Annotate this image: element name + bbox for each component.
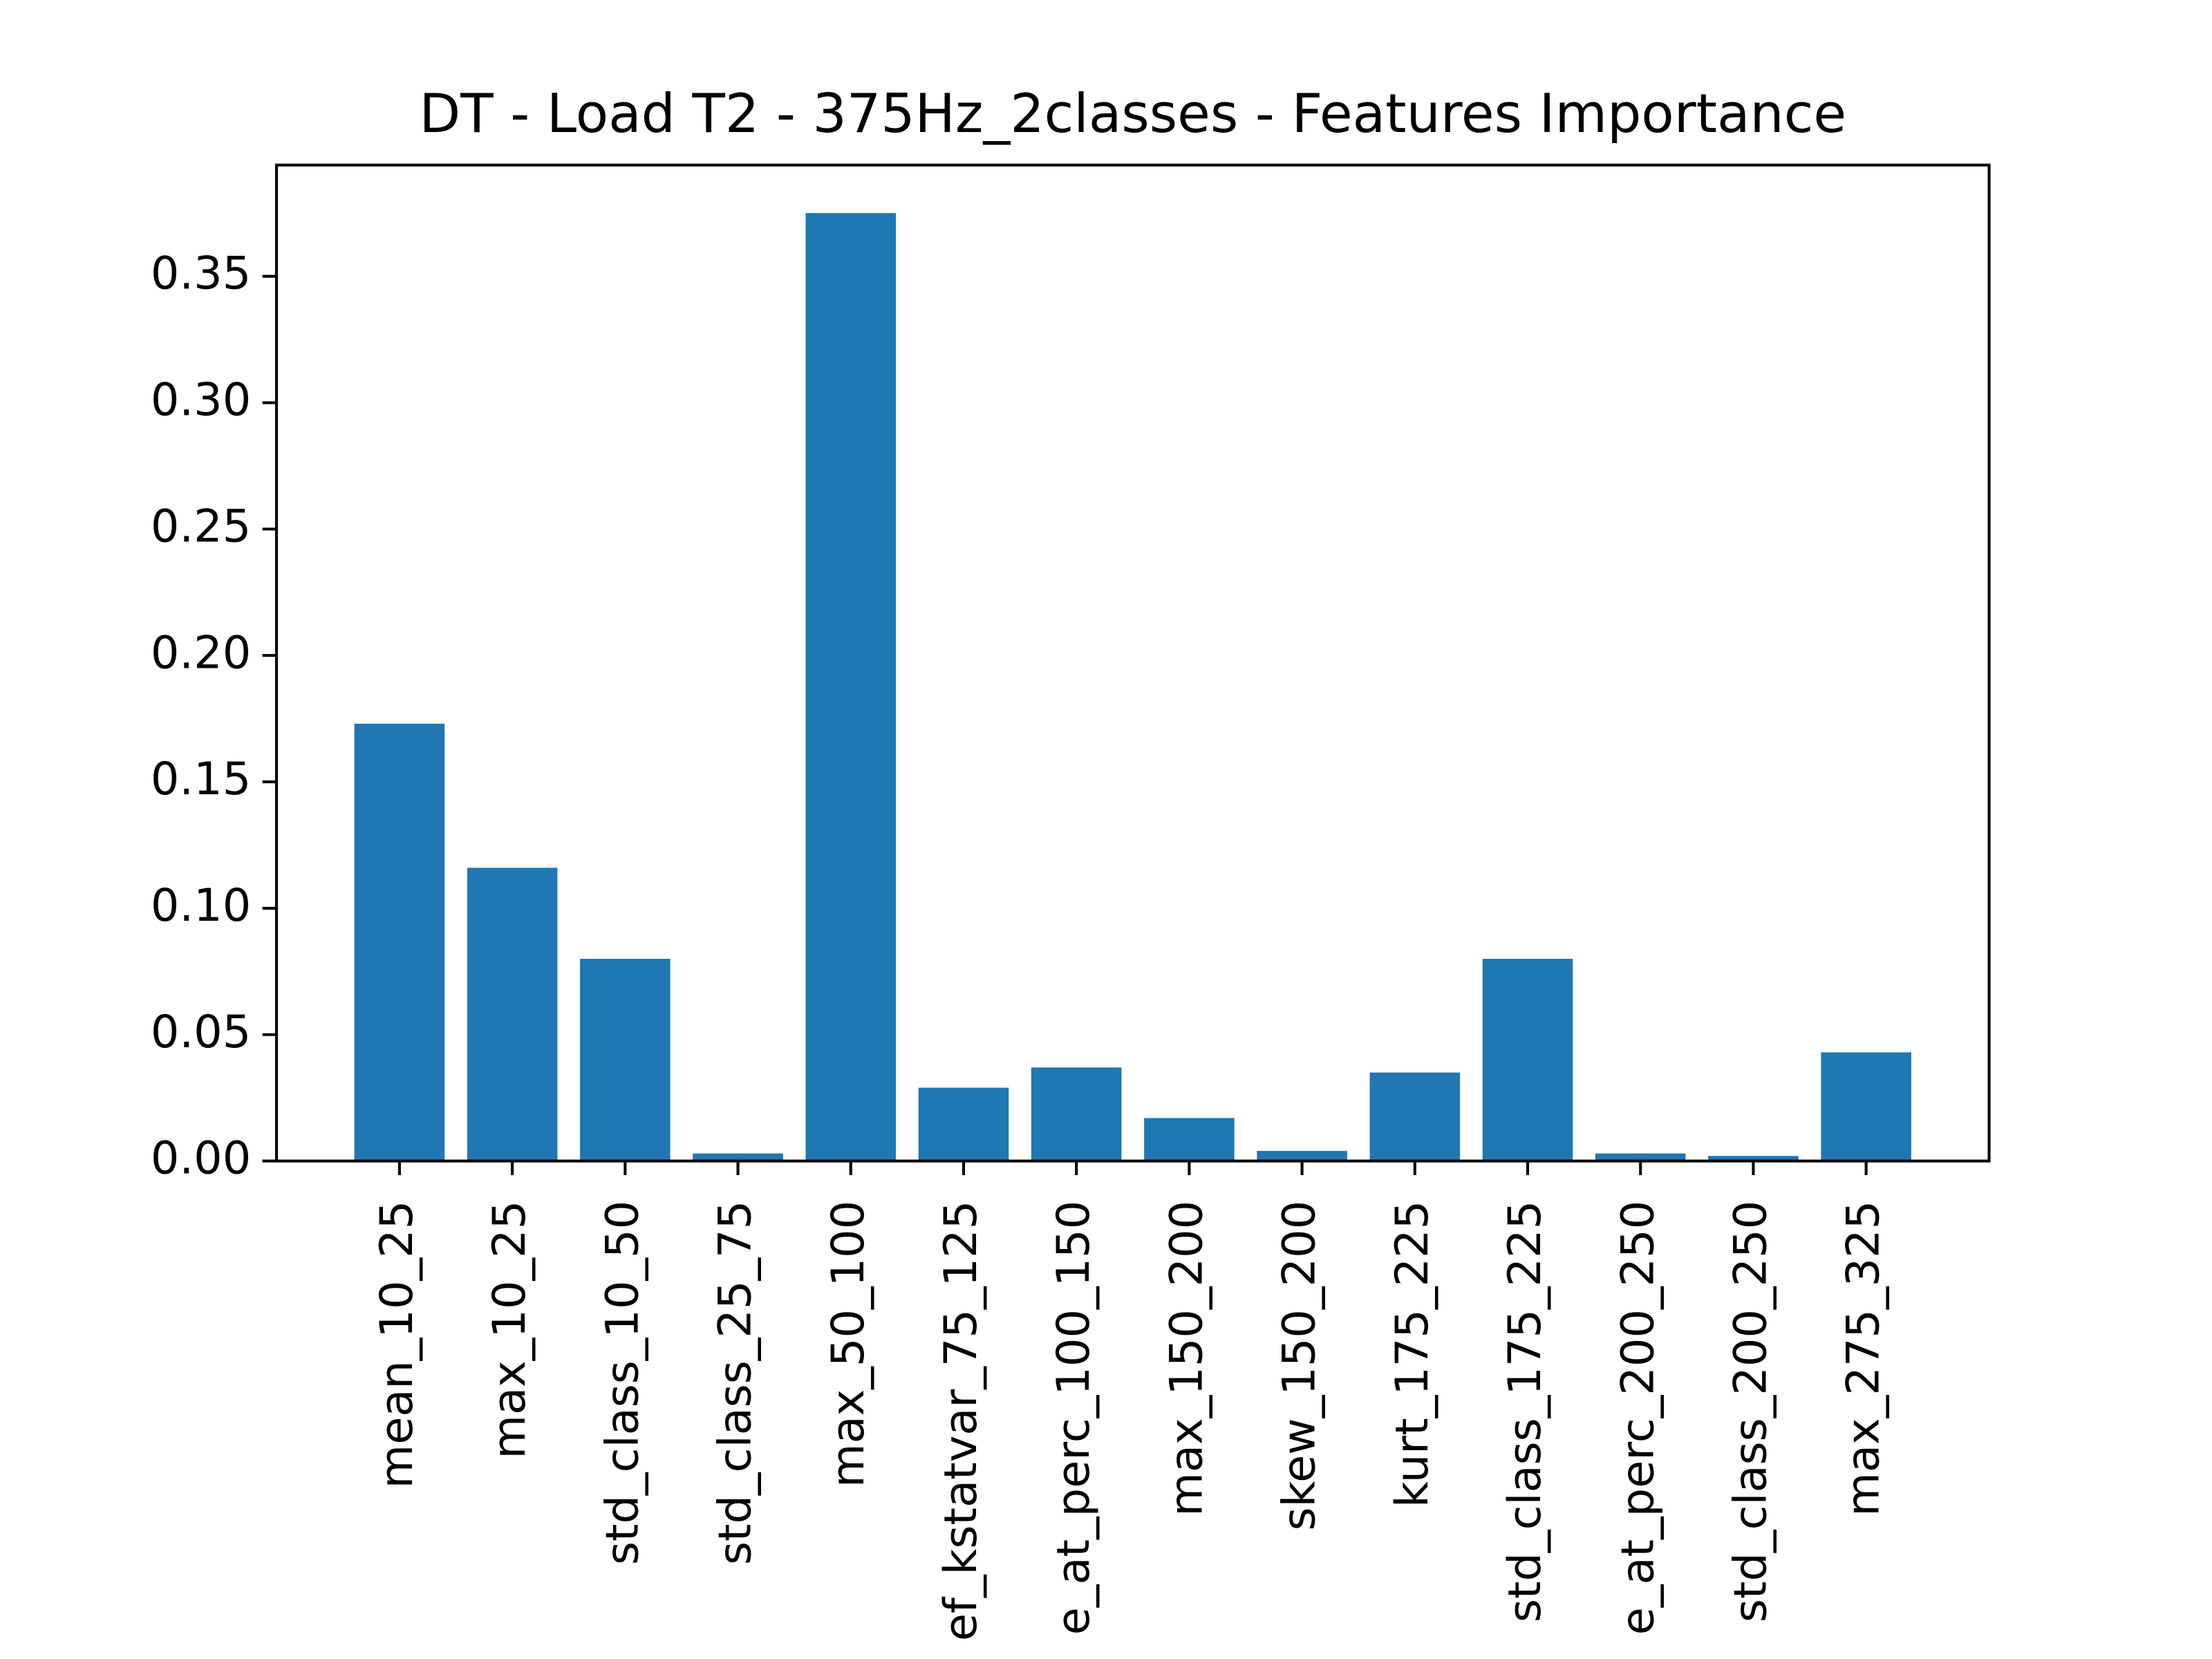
x-tick-label: std_class_175_225: [1499, 1201, 1551, 1622]
bar: [1031, 1067, 1122, 1161]
y-tick-label: 0.10: [151, 879, 251, 932]
bar: [1257, 1150, 1347, 1161]
y-tick-label: 0.25: [151, 500, 251, 552]
y-tick-label: 0.15: [151, 753, 251, 805]
x-tick-label: e_at_perc_200_250: [1611, 1201, 1664, 1635]
x-tick-label: ef_kstatvar_75_125: [935, 1201, 987, 1641]
y-tick-label: 0.35: [151, 247, 251, 300]
bar: [693, 1153, 783, 1161]
bar: [1482, 959, 1573, 1161]
bar: [1144, 1118, 1235, 1161]
y-tick-label: 0.05: [151, 1006, 251, 1058]
x-tick-label: skew_150_200: [1273, 1201, 1326, 1531]
x-tick-label: std_class_10_50: [596, 1201, 648, 1565]
x-tick-label: std_class_25_75: [709, 1201, 762, 1565]
bar: [580, 959, 671, 1161]
x-tick-label: std_class_200_250: [1725, 1201, 1777, 1622]
bar: [1369, 1072, 1461, 1161]
axes-frame: [274, 163, 1991, 1163]
bar: [805, 213, 897, 1161]
y-tick-label: 0.30: [151, 374, 251, 427]
bar: [354, 723, 445, 1161]
x-tick-label: max_50_100: [822, 1201, 874, 1488]
y-tick-label: 0.20: [151, 626, 251, 679]
y-tick-label: 0.00: [151, 1132, 251, 1185]
x-tick-label: mean_10_25: [371, 1201, 423, 1489]
bar: [1595, 1153, 1686, 1161]
bar: [467, 868, 558, 1161]
bar: [918, 1087, 1009, 1161]
bar: [1708, 1156, 1799, 1161]
x-tick-label: max_150_200: [1160, 1201, 1212, 1517]
x-tick-label: e_at_perc_100_150: [1047, 1201, 1100, 1635]
chart-title: DT - Load T2 - 375Hz_2classes - Features…: [420, 83, 1847, 145]
x-tick-label: max_275_325: [1837, 1201, 1890, 1517]
bar: [1821, 1052, 1911, 1161]
x-tick-label: kurt_175_225: [1386, 1201, 1438, 1508]
x-tick-label: max_10_25: [483, 1201, 536, 1459]
